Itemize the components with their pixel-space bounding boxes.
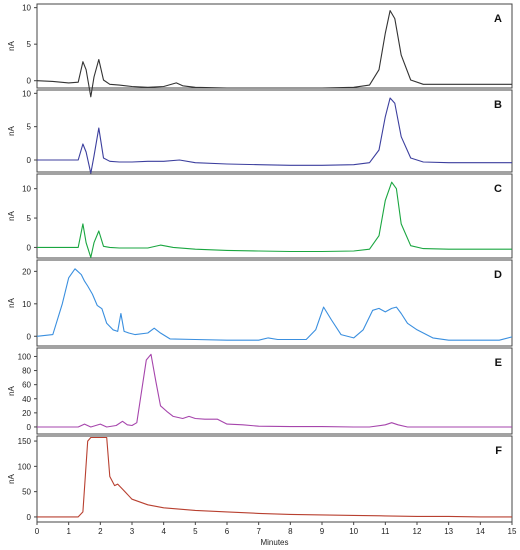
y-tick-label: 0 bbox=[27, 77, 32, 86]
y-tick-label: 10 bbox=[22, 300, 31, 309]
y-tick-label: 40 bbox=[22, 395, 31, 404]
panel-a: 0 5 10 nA A bbox=[7, 3, 513, 98]
y-tick-label: 100 bbox=[18, 352, 32, 361]
x-tick-label: 9 bbox=[320, 527, 325, 536]
y-axis-label: nA bbox=[7, 473, 16, 483]
x-tick-label: 13 bbox=[444, 527, 453, 536]
y-tick-label: 5 bbox=[27, 214, 32, 223]
panel-frame bbox=[36, 435, 513, 523]
chromatogram-trace bbox=[37, 181, 512, 258]
panel-label: F bbox=[495, 445, 502, 457]
panel-b: 0 5 10 nA B bbox=[7, 89, 513, 174]
x-tick-label: 3 bbox=[130, 527, 135, 536]
chromatogram-trace bbox=[37, 436, 512, 518]
panel-c: 0 5 10 nA C bbox=[7, 173, 513, 259]
y-tick-label: 0 bbox=[27, 243, 32, 252]
y-tick-label: 60 bbox=[22, 381, 31, 390]
panel-frame bbox=[36, 3, 513, 89]
y-tick-label: 20 bbox=[22, 409, 31, 418]
y-tick-label: 0 bbox=[27, 332, 32, 341]
y-tick-label: 10 bbox=[22, 185, 31, 194]
panel-frame bbox=[36, 347, 513, 435]
y-tick-label: 80 bbox=[22, 367, 31, 376]
y-axis-label: nA bbox=[7, 125, 16, 135]
x-tick-label: 2 bbox=[98, 527, 103, 536]
x-tick-label: 6 bbox=[225, 527, 230, 536]
chromatogram-trace bbox=[36, 268, 513, 341]
y-tick-label: 0 bbox=[27, 513, 32, 522]
x-tick-label: 8 bbox=[288, 527, 293, 536]
y-tick-label: 10 bbox=[22, 4, 31, 13]
x-tick-label: 0 bbox=[35, 527, 40, 536]
x-tick-label: 4 bbox=[161, 527, 166, 536]
x-tick-label: 14 bbox=[476, 527, 485, 536]
y-tick-label: 10 bbox=[22, 89, 31, 98]
panel-label: D bbox=[494, 269, 502, 281]
x-tick-label: 15 bbox=[508, 527, 517, 536]
panel-d: 0 10 20 nA D bbox=[7, 259, 513, 347]
y-tick-label: 150 bbox=[18, 437, 32, 446]
y-axis-label: nA bbox=[7, 297, 16, 307]
chromatogram-trace bbox=[37, 97, 512, 174]
y-axis-label: nA bbox=[7, 40, 16, 50]
y-tick-label: 100 bbox=[18, 462, 32, 471]
y-tick-label: 0 bbox=[27, 156, 32, 165]
x-tick-label: 1 bbox=[66, 527, 71, 536]
y-tick-label: 50 bbox=[22, 488, 31, 497]
panel-frame bbox=[36, 173, 513, 259]
panel-label: C bbox=[494, 183, 502, 195]
y-tick-label: 20 bbox=[22, 267, 31, 276]
panel-frame bbox=[36, 259, 513, 347]
y-tick-label: 0 bbox=[27, 423, 32, 432]
y-axis-label: nA bbox=[7, 385, 16, 395]
panel-frame bbox=[36, 89, 513, 173]
chromatogram-trace bbox=[37, 353, 512, 428]
x-tick-label: 11 bbox=[381, 527, 390, 536]
x-axis-label: Minutes bbox=[260, 538, 288, 547]
panel-e: 0 20 40 60 80 100 nA E bbox=[7, 347, 513, 435]
panel-label: A bbox=[494, 13, 502, 25]
y-tick-label: 5 bbox=[27, 123, 32, 132]
x-tick-label: 12 bbox=[413, 527, 422, 536]
chromatogram-trace bbox=[36, 10, 512, 98]
x-tick-label: 5 bbox=[193, 527, 198, 536]
y-axis-label: nA bbox=[7, 210, 16, 220]
panel-f: 0 50 100 150 nA F bbox=[7, 435, 513, 523]
panel-label: E bbox=[495, 357, 502, 369]
x-tick-label: 7 bbox=[256, 527, 261, 536]
panel-label: B bbox=[494, 99, 502, 111]
y-tick-label: 5 bbox=[27, 40, 32, 49]
x-tick-label: 10 bbox=[349, 527, 358, 536]
